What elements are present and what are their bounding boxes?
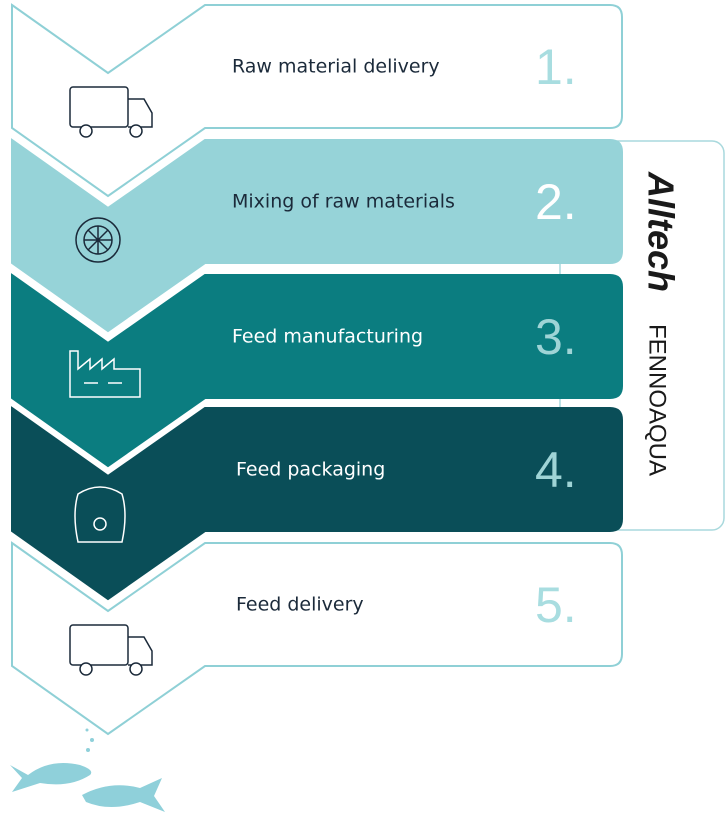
step: Mixing of raw materials 2. [11, 138, 623, 333]
step: Feed delivery 5. [11, 541, 623, 736]
step: Feed manufacturing 3. [11, 273, 623, 468]
step-shape [11, 541, 623, 736]
truck-cab [128, 636, 153, 666]
wheel [79, 662, 93, 676]
bag-check [93, 517, 107, 531]
step-icon [69, 86, 153, 138]
factory [69, 350, 141, 398]
step-number: 5. [535, 577, 577, 633]
truck-body [69, 624, 129, 666]
wheel [79, 124, 93, 138]
brand-name: Alltech [640, 171, 681, 292]
step-label: Feed packaging [236, 459, 385, 481]
mixer-spokes [84, 226, 112, 254]
steps: Raw material delivery 1. Mixing of raw mat… [11, 3, 623, 736]
brand-logo: Alltech FENNOAQUA [640, 171, 681, 476]
step-label: Feed manufacturing [232, 326, 423, 348]
step-icon [69, 624, 153, 676]
step-number: 4. [535, 442, 577, 498]
step-label: Mixing of raw materials [232, 191, 455, 213]
step-shape [11, 138, 623, 333]
step-label: Raw material delivery [232, 56, 440, 78]
step-number: 2. [535, 174, 577, 230]
mixer [75, 217, 121, 263]
brand-subname: FENNOAQUA [644, 324, 671, 476]
truck-cab [128, 98, 153, 128]
step-shape [11, 406, 623, 601]
step-icon [69, 350, 141, 398]
step-shape [11, 273, 623, 468]
truck-body [69, 86, 129, 128]
step-icon [74, 486, 126, 543]
step-label: Feed delivery [236, 594, 364, 616]
fish-icons [10, 728, 165, 812]
wheel [129, 662, 143, 676]
step: Feed packaging 4. [11, 406, 623, 601]
step-number: 3. [535, 309, 577, 365]
step-number: 1. [535, 39, 577, 95]
step-shape [11, 3, 623, 198]
wheel [129, 124, 143, 138]
feed-bag [74, 486, 126, 543]
step: Raw material delivery 1. [11, 3, 623, 198]
step-icon [75, 217, 121, 263]
